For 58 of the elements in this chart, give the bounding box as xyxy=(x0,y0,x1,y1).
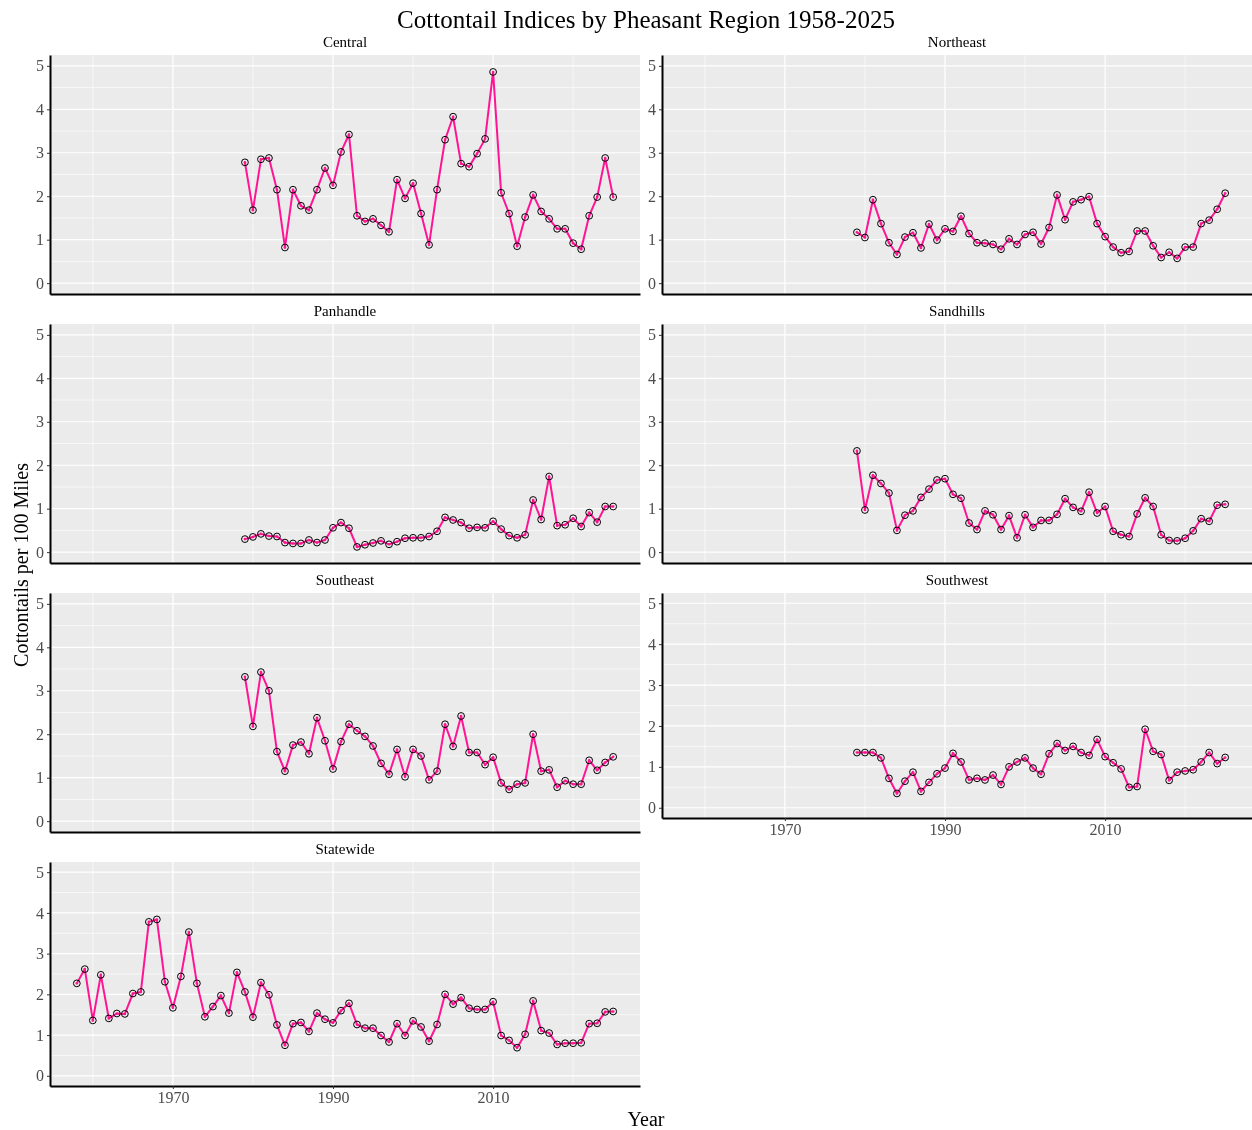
x-tick-label: 1970 xyxy=(769,821,802,839)
y-tick-label: 3 xyxy=(36,144,44,162)
y-tick-label: 1 xyxy=(648,231,656,249)
y-tick-label: 1 xyxy=(36,1026,44,1044)
y-tick-label: 4 xyxy=(648,369,656,387)
y-tick-label: 4 xyxy=(36,638,44,656)
y-tick-label: 2 xyxy=(648,187,656,205)
chart-title: Sandhills xyxy=(929,303,986,319)
y-tick-label: 5 xyxy=(648,326,656,344)
x-tick-label: 1970 xyxy=(157,1089,190,1107)
y-tick-label: 4 xyxy=(648,635,656,653)
y-tick-label: 5 xyxy=(648,57,656,75)
y-tick-label: 3 xyxy=(648,144,656,162)
y-tick-label: 0 xyxy=(36,274,44,292)
text: Cottontail Indices by Pheasant Region 1958-2025 xyxy=(397,6,895,33)
y-tick-label: 5 xyxy=(36,57,44,75)
y-tick-label: 0 xyxy=(648,274,656,292)
y-tick-label: 1 xyxy=(648,758,656,776)
y-tick-label: 0 xyxy=(648,799,656,817)
y-tick-label: 0 xyxy=(36,812,44,830)
chart-title: Panhandle xyxy=(313,303,377,319)
x-tick-label: 1990 xyxy=(317,1089,350,1107)
y-tick-label: 5 xyxy=(36,595,44,613)
y-tick-label: 1 xyxy=(648,500,656,518)
chart-title: Northeast xyxy=(927,34,987,50)
y-tick-label: 2 xyxy=(648,717,656,735)
chart-title: Southeast xyxy=(315,572,375,588)
y-tick-label: 0 xyxy=(36,1067,44,1085)
x-tick-label: 2010 xyxy=(1089,821,1122,839)
y-tick-label: 3 xyxy=(36,413,44,431)
y-tick-label: 1 xyxy=(36,231,44,249)
y-tick-label: 2 xyxy=(36,456,44,474)
x-tick-label: 2010 xyxy=(477,1089,510,1107)
y-tick-label: 3 xyxy=(36,682,44,700)
y-tick-label: 5 xyxy=(36,863,44,881)
y-tick-label: 5 xyxy=(36,326,44,344)
chart-title: Southwest xyxy=(925,572,990,588)
y-tick-label: 2 xyxy=(36,187,44,205)
y-tick-label: 2 xyxy=(648,456,656,474)
y-tick-label: 3 xyxy=(648,413,656,431)
y-tick-label: 4 xyxy=(36,100,44,118)
y-tick-label: 0 xyxy=(648,543,656,561)
y-tick-label: 3 xyxy=(648,676,656,694)
chart-title: Statewide xyxy=(315,841,375,857)
x-tick-label: 1990 xyxy=(929,821,962,839)
text: Year xyxy=(627,1108,665,1130)
text: Cottontails per 100 Miles xyxy=(10,462,33,667)
chart-title: Central xyxy=(322,34,368,50)
y-tick-label: 2 xyxy=(36,985,44,1003)
y-tick-label: 3 xyxy=(36,945,44,963)
y-tick-label: 1 xyxy=(36,500,44,518)
y-tick-label: 4 xyxy=(648,100,656,118)
y-tick-label: 4 xyxy=(36,904,44,922)
y-tick-label: 1 xyxy=(36,769,44,787)
y-tick-label: 4 xyxy=(36,369,44,387)
y-tick-label: 0 xyxy=(36,543,44,561)
y-tick-label: 5 xyxy=(648,594,656,612)
y-tick-label: 2 xyxy=(36,725,44,743)
